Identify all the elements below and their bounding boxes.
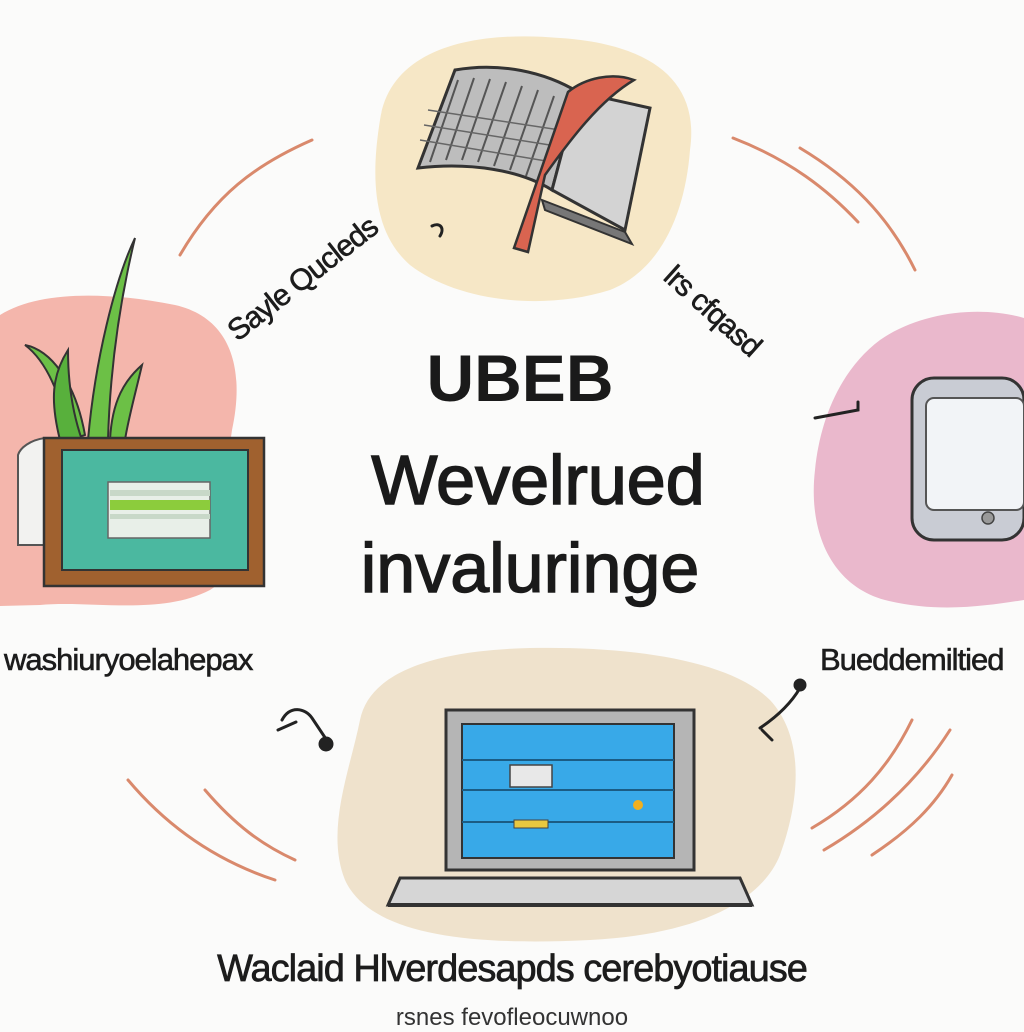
headline-line-1: UBEB xyxy=(426,341,614,415)
headline-line-2: Wevelrued xyxy=(371,440,706,520)
headline-line-3: invaluringe xyxy=(360,528,700,607)
arc-top-left xyxy=(178,138,314,257)
arc-bottom-left-1 xyxy=(126,778,277,882)
bottom-caption-line-2: rsnes fevofleocuwnoo xyxy=(395,1004,629,1031)
open-book-icon xyxy=(415,65,652,254)
smartphone-icon xyxy=(910,376,1024,542)
arc-bottom-right-1 xyxy=(810,718,914,830)
bottom-caption-line-1: Waclaid Hlverdesapds cerebyotiause xyxy=(217,948,808,991)
arc-bottom-right-3 xyxy=(870,773,954,857)
right-node-label: Bueddemiltied xyxy=(820,642,1005,678)
arc-top-right-1 xyxy=(731,136,860,224)
connector-icon xyxy=(276,223,860,752)
arc-bottom-left-2 xyxy=(203,788,297,862)
arc-bottom-right-2 xyxy=(822,728,952,852)
orbit-arcs xyxy=(126,136,954,882)
laptop-icon xyxy=(385,708,755,907)
left-node-label: washiuryoelahepax xyxy=(4,642,254,678)
plant-frame-icon xyxy=(17,237,266,588)
arc-top-right-2 xyxy=(798,146,917,272)
